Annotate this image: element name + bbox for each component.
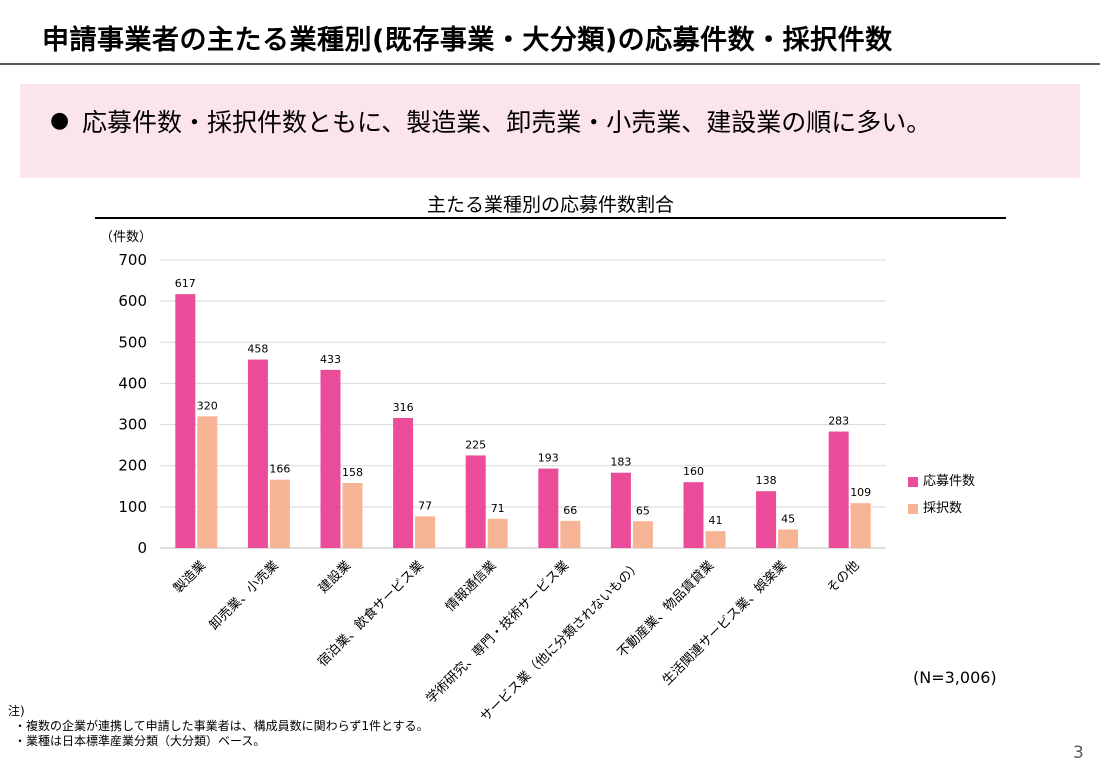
y-tick-label: 600	[118, 292, 147, 310]
y-tick-label: 500	[118, 333, 147, 351]
bar	[197, 416, 218, 548]
x-tick-label: 情報通信業	[442, 558, 499, 615]
bar	[175, 294, 196, 548]
data-label: 65	[636, 504, 650, 517]
bar	[632, 521, 653, 548]
bar	[465, 455, 486, 548]
legend-item-adopted: 採択数	[908, 497, 962, 516]
data-label: 433	[320, 353, 341, 366]
legend-swatch-applications	[908, 476, 918, 487]
data-label: 193	[538, 452, 559, 465]
page-number: 3	[1073, 743, 1084, 763]
data-label: 320	[197, 399, 218, 412]
page-title: 申請事業者の主たる業種別(既存事業・大分類)の応募件数・採択件数	[42, 25, 893, 56]
bar	[778, 529, 799, 548]
bar	[560, 520, 581, 548]
x-tick-label: サービス業（他に分類されないもの）	[477, 558, 645, 726]
data-label: 160	[683, 465, 704, 478]
bar	[705, 531, 726, 548]
data-label: 41	[709, 514, 723, 527]
data-label: 138	[756, 474, 777, 487]
x-tick-label: 製造業	[170, 558, 209, 597]
legend-item-applications: 応募件数	[908, 470, 975, 489]
data-label: 316	[393, 401, 414, 414]
y-tick-label: 100	[118, 498, 147, 516]
bar	[415, 516, 436, 548]
bar	[683, 482, 704, 548]
bar	[850, 503, 871, 548]
y-tick-label: 300	[118, 416, 147, 434]
legend-swatch-adopted	[908, 503, 918, 514]
bar	[538, 468, 559, 548]
x-tick-label: 学術研究、専門・技術サービス業	[423, 558, 572, 707]
data-label: 66	[563, 504, 577, 517]
footnote-title: 注)	[8, 704, 25, 718]
legend-label-adopted: 採択数	[923, 501, 963, 516]
summary-text: 応募件数・採択件数ともに、製造業、卸売業・小売業、建設業の順に多い。	[82, 108, 932, 137]
chart-title: 主たる業種別の応募件数割合	[426, 194, 674, 216]
data-label: 71	[491, 502, 505, 515]
y-axis-unit-label: （件数）	[100, 230, 153, 245]
bar	[487, 518, 508, 548]
bar	[247, 359, 268, 548]
data-label: 166	[269, 463, 290, 476]
summary-callout: ● 応募件数・採択件数ともに、製造業、卸売業・小売業、建設業の順に多い。	[20, 84, 1080, 178]
y-tick-label: 700	[118, 251, 147, 269]
bar	[828, 431, 849, 548]
data-label: 617	[175, 277, 196, 290]
title-divider	[0, 63, 1100, 65]
x-tick-label: 建設業	[315, 558, 354, 597]
data-label: 283	[828, 415, 849, 428]
bullet-icon: ●	[50, 108, 70, 133]
data-label: 158	[342, 466, 363, 479]
x-tick-label: 生活関連サービス業、娯楽業	[659, 558, 790, 689]
footnote-1: ・複数の企業が連携して申請した事業者は、構成員数に関わらず1件とする。	[14, 719, 429, 733]
data-label: 225	[465, 438, 486, 451]
bar	[756, 491, 777, 548]
x-tick-label: 卸売業、小売業	[206, 558, 282, 634]
y-tick-label: 0	[137, 539, 147, 557]
data-label: 183	[610, 456, 631, 469]
footnotes: 注) ・複数の企業が連携して申請した事業者は、構成員数に関わらず1件とする。 ・…	[8, 704, 429, 749]
bar	[610, 472, 631, 548]
y-tick-label: 200	[118, 457, 147, 475]
bar	[342, 482, 363, 548]
y-tick-label: 400	[118, 374, 147, 392]
bar	[393, 417, 414, 548]
bar	[269, 479, 290, 548]
chart-title-rule	[95, 217, 1006, 219]
footnote-2: ・業種は日本標準産業分類（大分類）ベース。	[14, 734, 266, 748]
legend-label-applications: 応募件数	[923, 474, 976, 489]
bar	[320, 369, 341, 548]
data-label: 45	[781, 512, 795, 525]
data-label: 458	[247, 343, 268, 356]
sample-size-note: (N=3,006)	[913, 668, 997, 687]
x-tick-label: その他	[824, 558, 862, 596]
data-label: 109	[850, 486, 871, 499]
data-label: 77	[418, 499, 432, 512]
